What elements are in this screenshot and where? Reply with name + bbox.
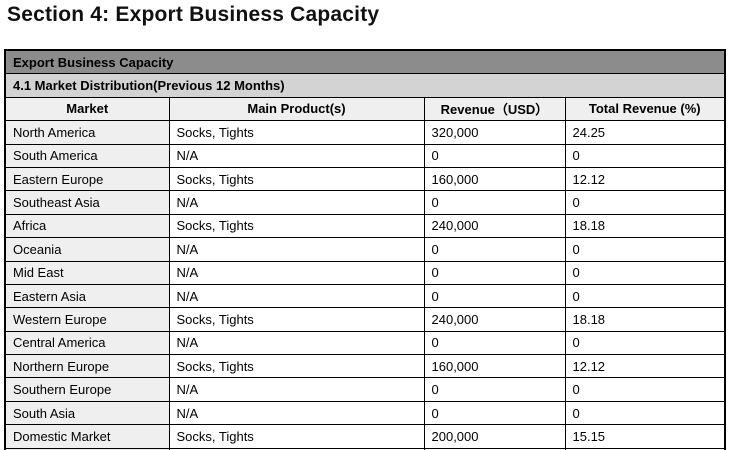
cell-revenue: 0: [423, 190, 566, 215]
cell-main-products: Socks, Tights: [168, 307, 425, 332]
cell-total-revenue-pct: 12.12: [564, 354, 726, 379]
cell-total-revenue-pct: 12.12: [564, 166, 726, 192]
cell-market: Eastern Asia: [4, 283, 170, 309]
table-subsection-header-row: 4.1 Market Distribution(Previous 12 Mont…: [4, 73, 726, 98]
table-row: South Asia N/A 0 0: [4, 400, 726, 426]
cell-main-products: N/A: [168, 377, 425, 402]
cell-main-products: Socks, Tights: [168, 120, 425, 145]
table-row: Eastern Europe Socks, Tights 160,000 12.…: [4, 166, 726, 192]
cell-market: Eastern Europe: [4, 166, 170, 192]
cell-main-products: Socks, Tights: [168, 213, 425, 239]
cell-total-revenue-pct: 0: [564, 330, 726, 356]
table-row: Eastern Asia N/A 0 0: [4, 283, 726, 309]
column-header-revenue-usd: Revenue（USD）: [423, 96, 566, 122]
cell-revenue: 200,000: [423, 424, 566, 449]
cell-market: Northern Europe: [4, 354, 170, 379]
cell-main-products: N/A: [168, 190, 425, 215]
table-row: Oceania N/A 0 0: [4, 237, 726, 262]
cell-market: North America: [4, 120, 170, 145]
cell-main-products: N/A: [168, 237, 425, 262]
cell-main-products: Socks, Tights: [168, 166, 425, 192]
cell-market: Domestic Market: [4, 424, 170, 449]
table-row: South America N/A 0 0: [4, 143, 726, 168]
cell-main-products: N/A: [168, 330, 425, 356]
cell-total-revenue-pct: 18.18: [564, 213, 726, 239]
cell-market: Mid East: [4, 260, 170, 285]
cell-market: Africa: [4, 213, 170, 239]
cell-revenue: 320,000: [423, 120, 566, 145]
table-section-header: Export Business Capacity: [4, 49, 726, 75]
cell-market: Southern Europe: [4, 377, 170, 402]
cell-total-revenue-pct: 0: [564, 237, 726, 262]
table-row-partial: [4, 447, 726, 450]
column-header-main-products: Main Product(s): [168, 96, 425, 122]
cell-market: South Asia: [4, 400, 170, 426]
cell-total-revenue-pct: 18.18: [564, 307, 726, 332]
cell-main-products: Socks, Tights: [168, 354, 425, 379]
table-row: Southeast Asia N/A 0 0: [4, 190, 726, 215]
cell-total-revenue-pct: 0: [564, 143, 726, 168]
cell-revenue: 240,000: [423, 213, 566, 239]
table-row: Central America N/A 0 0: [4, 330, 726, 356]
cell-total-revenue-pct: [564, 447, 726, 450]
table-section-header-row: Export Business Capacity: [4, 49, 726, 75]
cell-market: South America: [4, 143, 170, 168]
cell-revenue: 240,000: [423, 307, 566, 332]
cell-revenue: 0: [423, 330, 566, 356]
column-header-total-revenue-pct: Total Revenue (%): [564, 96, 726, 122]
cell-main-products: N/A: [168, 260, 425, 285]
cell-market: Oceania: [4, 237, 170, 262]
cell-total-revenue-pct: 15.15: [564, 424, 726, 449]
cell-total-revenue-pct: 0: [564, 190, 726, 215]
cell-revenue: 0: [423, 400, 566, 426]
cell-market: Western Europe: [4, 307, 170, 332]
cell-main-products: N/A: [168, 400, 425, 426]
cell-revenue: 0: [423, 237, 566, 262]
cell-total-revenue-pct: 0: [564, 400, 726, 426]
cell-revenue: 0: [423, 260, 566, 285]
cell-market: Central America: [4, 330, 170, 356]
table-subsection-header: 4.1 Market Distribution(Previous 12 Mont…: [4, 73, 726, 98]
table-row: North America Socks, Tights 320,000 24.2…: [4, 120, 726, 145]
table-row: Domestic Market Socks, Tights 200,000 15…: [4, 424, 726, 449]
cell-main-products: N/A: [168, 283, 425, 309]
table-row: Africa Socks, Tights 240,000 18.18: [4, 213, 726, 239]
cell-total-revenue-pct: 24.25: [564, 120, 726, 145]
cell-main-products: Socks, Tights: [168, 424, 425, 449]
table-row: Mid East N/A 0 0: [4, 260, 726, 285]
table-row: Northern Europe Socks, Tights 160,000 12…: [4, 354, 726, 379]
cell-total-revenue-pct: 0: [564, 377, 726, 402]
cell-main-products: N/A: [168, 143, 425, 168]
table-row: Southern Europe N/A 0 0: [4, 377, 726, 402]
page-title: Section 4: Export Business Capacity: [7, 3, 380, 26]
market-distribution-table: Export Business Capacity 4.1 Market Dist…: [4, 49, 727, 450]
table-column-header-row: Market Main Product(s) Revenue（USD） Tota…: [4, 96, 726, 122]
table-row: Western Europe Socks, Tights 240,000 18.…: [4, 307, 726, 332]
cell-revenue: 0: [423, 283, 566, 309]
cell-revenue: 0: [423, 143, 566, 168]
cell-revenue: 0: [423, 377, 566, 402]
cell-total-revenue-pct: 0: [564, 283, 726, 309]
cell-total-revenue-pct: 0: [564, 260, 726, 285]
cell-revenue: 160,000: [423, 166, 566, 192]
column-header-market: Market: [4, 96, 170, 122]
cell-market: Southeast Asia: [4, 190, 170, 215]
cell-revenue: 160,000: [423, 354, 566, 379]
